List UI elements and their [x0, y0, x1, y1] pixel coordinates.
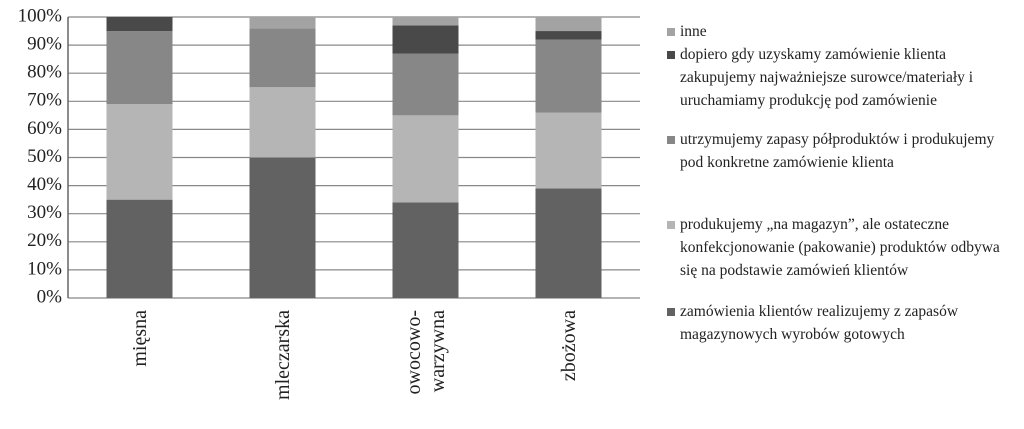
y-tick-label: 40%	[27, 174, 62, 195]
legend-swatch	[667, 136, 675, 144]
legend-label: produkujemy „na magazyn”, ale ostateczne…	[680, 216, 1000, 279]
y-tick-label: 50%	[27, 146, 62, 167]
y-tick-label: 30%	[27, 202, 62, 223]
legend-label: inne	[680, 23, 707, 40]
legend-swatch	[667, 51, 675, 59]
legend-swatch	[667, 28, 675, 36]
y-tick-label: 20%	[27, 230, 62, 251]
legend-entry: inne	[667, 20, 1020, 43]
legend-entry: produkujemy „na magazyn”, ale ostateczne…	[667, 213, 1020, 282]
bar-segment	[392, 202, 459, 298]
bar-segment	[249, 17, 316, 29]
bar-segment	[392, 25, 459, 54]
bar-segment	[392, 115, 459, 203]
bar-segment	[535, 17, 602, 32]
x-tick-label: owocowo-warzywna	[402, 310, 449, 395]
bar-segment	[106, 104, 173, 200]
bar-segment	[249, 157, 316, 298]
legend-swatch	[667, 308, 675, 316]
legend-entry: dopiero gdy uzyskamy zamówienie klienta …	[667, 43, 1020, 112]
legend-label: utrzymujemy zapasy półproduktów i produk…	[680, 131, 995, 171]
bar-segment	[392, 53, 459, 116]
bar-segment	[535, 39, 602, 113]
legend-entry: zamówienia klientów realizujemy z zapasó…	[667, 300, 1020, 346]
legend-label: zamówienia klientów realizujemy z zapasó…	[680, 303, 959, 343]
legend-swatch	[667, 221, 675, 229]
legend-entry: utrzymujemy zapasy półproduktów i produk…	[667, 128, 1020, 174]
y-tick-label: 90%	[27, 33, 62, 54]
legend-label: dopiero gdy uzyskamy zamówienie klienta …	[680, 46, 974, 109]
y-tick-label: 70%	[27, 90, 62, 111]
y-tick-label: 10%	[27, 258, 62, 279]
y-tick-label: 0%	[37, 286, 63, 307]
bar-segment	[106, 31, 173, 105]
y-tick-label: 60%	[27, 118, 62, 139]
x-tick-label: mięsna	[128, 310, 151, 367]
bar-segment	[535, 188, 602, 298]
x-tick-label: mleczarska	[271, 310, 294, 400]
y-tick-label: 100%	[18, 5, 63, 26]
bar-segment	[535, 112, 602, 189]
bar-segment	[106, 199, 173, 298]
bar-segment	[249, 87, 316, 158]
bar-segment	[249, 28, 316, 88]
bar-segment	[535, 31, 602, 40]
x-tick-label: zbożowa	[557, 310, 580, 382]
bar-segment	[106, 17, 173, 32]
bar-segment	[392, 17, 459, 26]
y-tick-label: 80%	[27, 62, 62, 83]
